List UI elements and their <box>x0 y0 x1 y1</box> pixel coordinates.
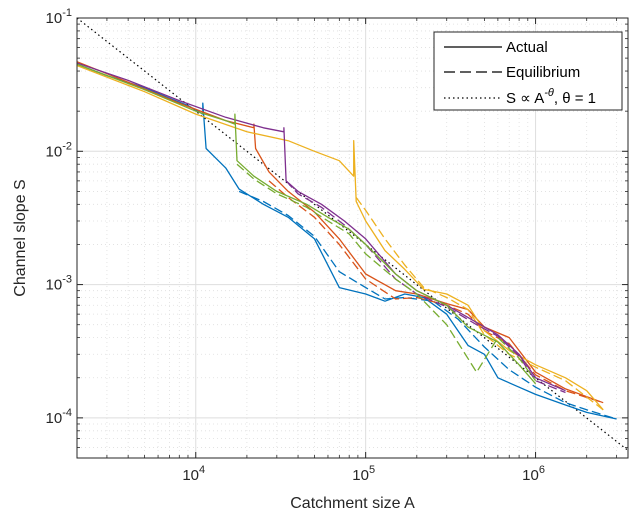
y-tick-label: 10-4 <box>46 407 72 427</box>
x-tick-label: 104 <box>182 464 205 484</box>
plot-lines <box>77 18 628 451</box>
x-tick-label: 105 <box>352 464 375 484</box>
y-axis-label: Channel slope S <box>12 179 29 296</box>
series-line-orange-equilibrium <box>268 180 604 404</box>
series-line-yellow-actual <box>77 64 604 411</box>
series-line-green-equilibrium <box>236 163 537 382</box>
tick-labels: 104 105 106 10-1 10-2 10-3 10-4 <box>46 7 545 484</box>
series-line-blue-equilibrium <box>238 190 617 420</box>
x-tick-label: 106 <box>522 464 545 484</box>
y-tick-label: 10-3 <box>46 274 72 294</box>
y-tick-label: 10-1 <box>46 7 72 27</box>
plot-frame <box>76 17 629 459</box>
legend-box <box>433 31 623 111</box>
series-line-purple-actual <box>77 62 566 392</box>
legend-entry-equilibrium: Equilibrium <box>506 64 580 81</box>
y-tick-label: 10-2 <box>46 140 72 160</box>
series-line-yellow-equilibrium <box>355 197 604 411</box>
series-line-green-actual <box>77 63 537 385</box>
legend-entry-power-law: S ∝ A-θ, θ = 1 <box>506 87 596 107</box>
legend-entry-actual: Actual <box>506 39 548 56</box>
axis-ticks <box>76 17 628 459</box>
x-axis-label: Catchment size A <box>290 495 415 512</box>
legend: Actual Equilibrium S ∝ A-θ, θ = 1 <box>433 31 623 111</box>
